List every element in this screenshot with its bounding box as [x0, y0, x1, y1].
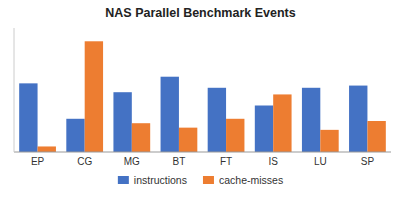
- bar: [273, 94, 291, 152]
- legend-label: cache-misses: [219, 174, 283, 186]
- bar: [19, 83, 37, 152]
- bar: [179, 128, 197, 152]
- bar: [132, 123, 150, 152]
- bar: [302, 88, 320, 152]
- bar: [208, 88, 226, 152]
- bar: [255, 106, 273, 153]
- bar: [320, 130, 338, 152]
- x-axis-line: [14, 152, 391, 153]
- x-tick-label: LU: [314, 156, 327, 167]
- bar: [38, 146, 56, 152]
- legend-swatch: [203, 176, 214, 184]
- bar: [349, 86, 367, 152]
- x-tick-label: BT: [173, 156, 186, 167]
- x-tick-label: IS: [268, 156, 278, 167]
- x-tick-label: SP: [361, 156, 375, 167]
- bar: [226, 119, 244, 152]
- legend: instructions cache-misses: [118, 174, 283, 186]
- title: NAS Parallel Benchmark Events: [105, 6, 295, 20]
- x-tick-label: FT: [220, 156, 232, 167]
- chart: NAS Parallel Benchmark Events EP CG MG BT FT I…: [0, 0, 401, 198]
- bars: [19, 41, 386, 152]
- x-tick-label: MG: [124, 156, 140, 167]
- bar: [113, 92, 131, 152]
- legend-label: instructions: [134, 174, 187, 186]
- x-tick-label: EP: [31, 156, 45, 167]
- bar: [85, 41, 103, 152]
- y-axis-line: [14, 28, 15, 152]
- bar: [367, 121, 385, 152]
- bar: [66, 119, 84, 152]
- x-tick-label: CG: [77, 156, 92, 167]
- bar: [161, 77, 179, 152]
- legend-swatch: [118, 176, 129, 184]
